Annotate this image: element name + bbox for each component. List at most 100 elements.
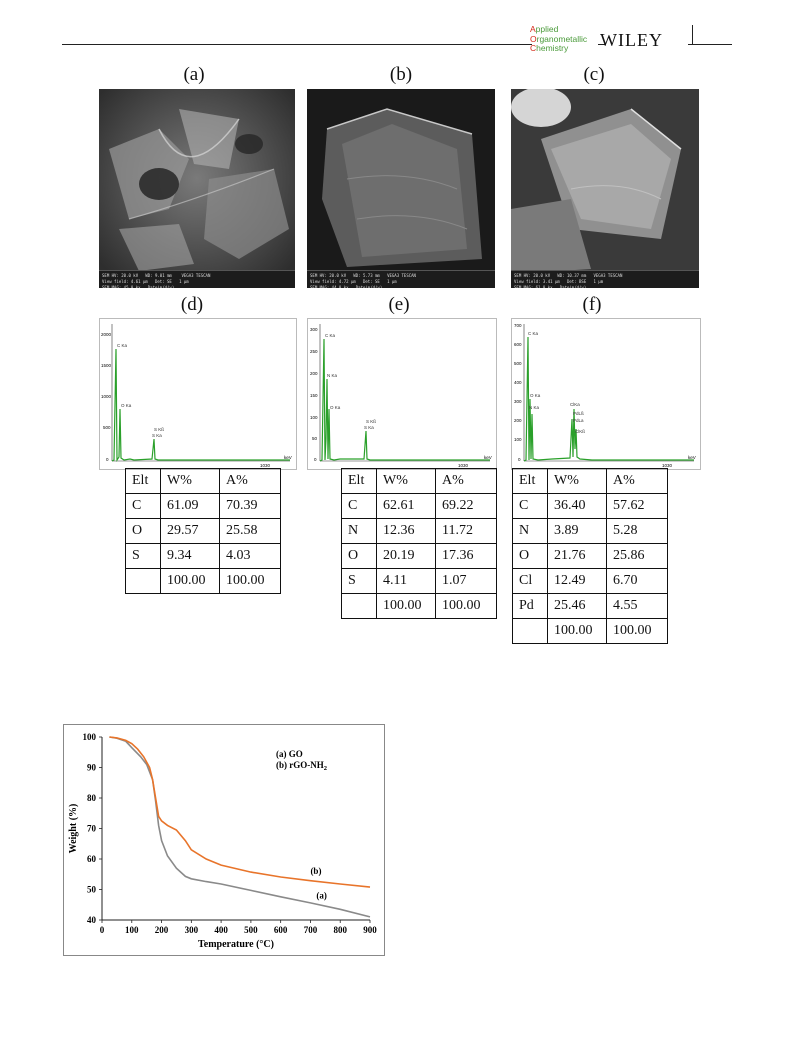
table-row: 100.00 100.00 (125, 568, 281, 594)
table-cell: 100.00 (219, 568, 281, 594)
table-header-cell: Elt (125, 468, 161, 494)
table-cell (512, 618, 548, 644)
eds-peak-label: S Kß (154, 427, 164, 432)
eds-y-tick: 0 (106, 457, 109, 462)
sem-info-bar: SEM HV: 20.0 kV WD: 5.73 mm VEGA3 TESCAN… (307, 270, 495, 288)
eds-spectrum-f: 700 600 500 400 300 200 100 0 1030 keV C… (511, 318, 701, 470)
table-header-cell: A% (219, 468, 281, 494)
table-cell: O (341, 543, 377, 569)
table-cell: 100.00 (547, 618, 607, 644)
eds-y-tick: 2000 (101, 332, 112, 337)
table-row: Pd 25.46 4.55 (512, 593, 668, 619)
table-cell: C (125, 493, 161, 519)
table-cell: 29.57 (160, 518, 220, 544)
series-label-b: (b) (310, 866, 321, 876)
eds-spectrum-e: 300 250 200 150 100 50 0 1030 keV C Ka N… (307, 318, 497, 470)
table-cell: 57.62 (606, 493, 668, 519)
sem-info-bar: SEM HV: 20.0 kV WD: 10.37 mm VEGA3 TESCA… (511, 270, 699, 288)
table-cell: 5.28 (606, 518, 668, 544)
table-cell: C (341, 493, 377, 519)
table-row: S 9.34 4.03 (125, 543, 281, 569)
table-header-row: Elt W% A% (512, 468, 668, 494)
eds-y-tick: 400 (514, 380, 522, 385)
table-cell: 3.89 (547, 518, 607, 544)
eds-unit: keV (284, 455, 292, 460)
x-tick-label: 700 (304, 925, 318, 935)
eds-peak-label: C Ka (325, 333, 336, 338)
eds-peak-label: PdLa (573, 418, 584, 423)
table-header-cell: W% (547, 468, 607, 494)
series-line-a (109, 736, 371, 918)
eds-y-tick: 700 (514, 323, 522, 328)
table-row: N 3.89 5.28 (512, 518, 668, 544)
x-tick-label: 500 (244, 925, 258, 935)
table-cell: 12.49 (547, 568, 607, 594)
table-cell: S (125, 543, 161, 569)
eds-y-tick: 1500 (101, 363, 112, 368)
table-cell: 20.19 (376, 543, 436, 569)
table-cell: 70.39 (219, 493, 281, 519)
eds-y-tick: 600 (514, 342, 522, 347)
table-header-row: Elt W% A% (341, 468, 497, 494)
table-cell: 9.34 (160, 543, 220, 569)
y-tick-label: 80 (87, 793, 97, 803)
table-cell: 100.00 (376, 593, 436, 619)
x-tick-label: 900 (363, 925, 377, 935)
panel-label-b: (b) (389, 64, 413, 85)
table-cell: N (341, 518, 377, 544)
x-tick-label: 100 (125, 925, 139, 935)
eds-y-tick: 200 (514, 418, 522, 423)
eds-y-tick: 250 (310, 349, 318, 354)
journal-line-3: Chemistry (530, 43, 569, 53)
eds-peak-label: ClKß (575, 429, 585, 434)
eds-y-tick: 0 (518, 457, 521, 462)
table-row: S 4.11 1.07 (341, 568, 497, 594)
table-cell: 12.36 (376, 518, 436, 544)
eds-y-tick: 1000 (101, 394, 112, 399)
eds-peak-label: N Ka (327, 373, 338, 378)
eds-unit: keV (688, 455, 696, 460)
eds-y-tick: 500 (514, 361, 522, 366)
table-cell: 61.09 (160, 493, 220, 519)
table-cell: 25.58 (219, 518, 281, 544)
journal-logo: Applied Organometallic Chemistry (530, 24, 598, 54)
table-header-cell: Elt (512, 468, 548, 494)
eds-peak-label: ClKa (570, 402, 580, 407)
y-tick-label: 60 (87, 854, 97, 864)
series-label-a: (a) (316, 890, 327, 900)
eds-peak-label: O Ka (121, 403, 132, 408)
x-tick-label: 600 (274, 925, 288, 935)
eds-peak-label: S Kß (366, 419, 376, 424)
table-cell: 6.70 (606, 568, 668, 594)
legend-entry-b: (b) rGO-NH2 (276, 760, 327, 772)
y-tick-label: 50 (87, 885, 97, 895)
table-cell: 100.00 (606, 618, 668, 644)
table-row: 100.00 100.00 (341, 593, 497, 619)
table-cell: 4.03 (219, 543, 281, 569)
panel-label-c: (c) (583, 64, 605, 85)
eds-peak-label: S Ka (364, 425, 374, 430)
composition-table-e: Elt W% A% C 62.61 69.22 N 12.36 11.72 O 20.19… (341, 468, 497, 619)
sem-info-bar: SEM HV: 20.0 kV WD: 9.01 mm VEGA3 TESCAN… (99, 270, 295, 288)
panel-label-a: (a) (183, 64, 205, 85)
table-row: O 20.19 17.36 (341, 543, 497, 569)
eds-peak-label: O Ka (530, 393, 541, 398)
table-row: O 29.57 25.58 (125, 518, 281, 544)
table-header-cell: W% (160, 468, 220, 494)
series-line-b (109, 736, 371, 888)
x-tick-label: 400 (214, 925, 228, 935)
eds-peak-label: N Ka (529, 405, 540, 410)
sem-image-c: SEM HV: 20.0 kV WD: 10.37 mm VEGA3 TESCA… (511, 89, 699, 288)
publisher-logo: WILEY (600, 30, 663, 50)
table-cell: 100.00 (435, 593, 497, 619)
table-cell: 1.07 (435, 568, 497, 594)
x-axis-label: Temperature (°C) (198, 939, 274, 950)
table-row: N 12.36 11.72 (341, 518, 497, 544)
x-tick-label: 200 (155, 925, 169, 935)
table-cell: 62.61 (376, 493, 436, 519)
legend-entry-a: (a) GO (276, 749, 303, 759)
sem-image-b: SEM HV: 20.0 kV WD: 5.73 mm VEGA3 TESCAN… (307, 89, 495, 288)
panel-label-e: (e) (388, 294, 410, 315)
table-cell: O (512, 543, 548, 569)
eds-spectrum-d: 2000 1500 1000 500 0 1030 keV C Ka O Ka … (99, 318, 297, 470)
